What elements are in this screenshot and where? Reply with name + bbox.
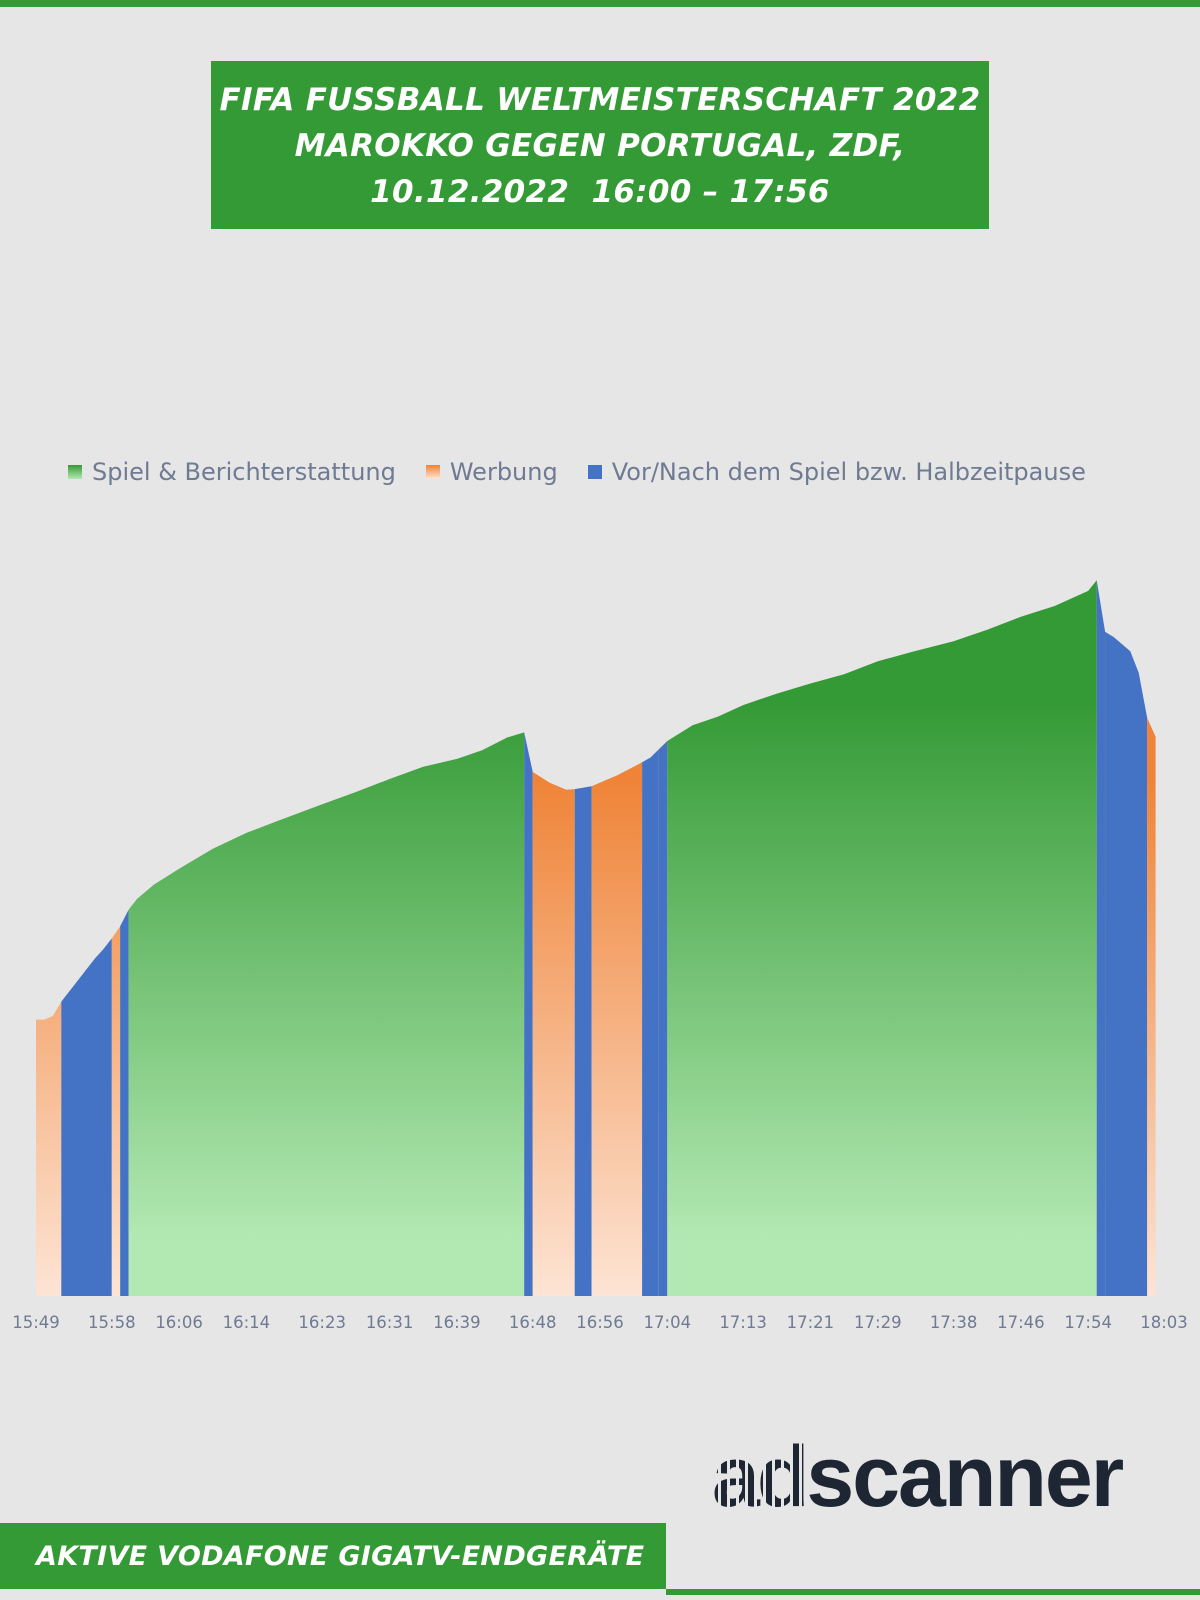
area-chart: 15:49 15:58 16:06 16:14 16:23 16:31 16:39 16:48… <box>12 580 1188 1332</box>
orange-square-icon <box>425 465 440 479</box>
x-tick-label: 16:31 <box>366 1313 414 1332</box>
x-tick-label: 15:58 <box>88 1313 136 1332</box>
x-tick-label: 15:49 <box>12 1313 60 1332</box>
area-segment <box>1147 718 1156 1296</box>
area-segment <box>111 926 121 1296</box>
x-axis-ticks: 15:49 15:58 16:06 16:14 16:23 16:31 16:39 16:48… <box>12 1313 1188 1332</box>
x-tick-label: 17:46 <box>997 1313 1045 1332</box>
x-tick-label: 16:48 <box>509 1313 557 1332</box>
area-segment <box>120 909 129 1296</box>
footer-label: AKTIVE VODAFONE GIGATV-ENDGERÄTE <box>36 1540 645 1572</box>
area-segment <box>1105 631 1148 1296</box>
footer-banner: AKTIVE VODAFONE GIGATV-ENDGERÄTE <box>0 1523 666 1589</box>
x-tick-label: 16:39 <box>433 1313 481 1332</box>
title-line-3: 10.12.2022 16:00 – 17:56 <box>370 174 830 210</box>
title-line-2: MAROKKO GEGEN PORTUGAL, ZDF, <box>294 128 906 164</box>
area-segment <box>524 732 533 1296</box>
title-line-1: FIFA FUSSBALL WELTMEISTERSCHAFT 2022 <box>219 82 981 118</box>
adscanner-logo: ad scanner <box>712 1429 1124 1525</box>
area-segment <box>574 786 592 1296</box>
area-segment <box>591 762 643 1296</box>
chart-legend: Spiel & Berichterstattung Werbung Vor/Na… <box>68 456 1116 488</box>
area-segment <box>1096 580 1106 1296</box>
area-segment <box>36 1001 62 1296</box>
x-tick-label: 17:21 <box>787 1313 835 1332</box>
bottom-accent-bar <box>666 1589 1200 1595</box>
x-tick-label: 16:06 <box>155 1313 203 1332</box>
x-tick-label: 16:14 <box>223 1313 271 1332</box>
legend-item-spiel: Spiel & Berichterstattung <box>68 458 396 486</box>
legend-label-spiel: Spiel & Berichterstattung <box>92 458 396 486</box>
legend-item-vor-nach: Vor/Nach dem Spiel bzw. Halbzeitpause <box>587 458 1086 486</box>
title-banner: FIFA FUSSBALL WELTMEISTERSCHAFT 2022 MAR… <box>211 61 989 229</box>
area-segment <box>658 741 668 1296</box>
legend-label-werbung: Werbung <box>449 458 558 486</box>
area-segment <box>667 580 1097 1296</box>
green-square-icon <box>68 465 82 479</box>
x-tick-label: 18:03 <box>1140 1313 1188 1332</box>
area-segments <box>36 580 1156 1296</box>
area-segment <box>642 749 659 1296</box>
x-tick-label: 16:56 <box>576 1313 624 1332</box>
blue-square-icon <box>587 465 602 479</box>
legend-item-werbung: Werbung <box>425 458 558 486</box>
x-tick-label: 17:38 <box>930 1313 978 1332</box>
x-tick-label: 17:04 <box>644 1313 692 1332</box>
x-tick-label: 17:29 <box>854 1313 902 1332</box>
x-tick-label: 17:13 <box>719 1313 767 1332</box>
area-segment <box>128 732 525 1296</box>
area-segment <box>61 938 112 1296</box>
top-accent-bar <box>0 0 1200 7</box>
x-tick-label: 16:23 <box>298 1313 346 1332</box>
logo-ad-text: ad <box>712 1429 809 1525</box>
logo-scanner-text: scanner <box>806 1429 1124 1525</box>
legend-label-vor-nach: Vor/Nach dem Spiel bzw. Halbzeitpause <box>611 458 1086 486</box>
x-tick-label: 17:54 <box>1064 1313 1112 1332</box>
area-segment <box>532 771 575 1296</box>
